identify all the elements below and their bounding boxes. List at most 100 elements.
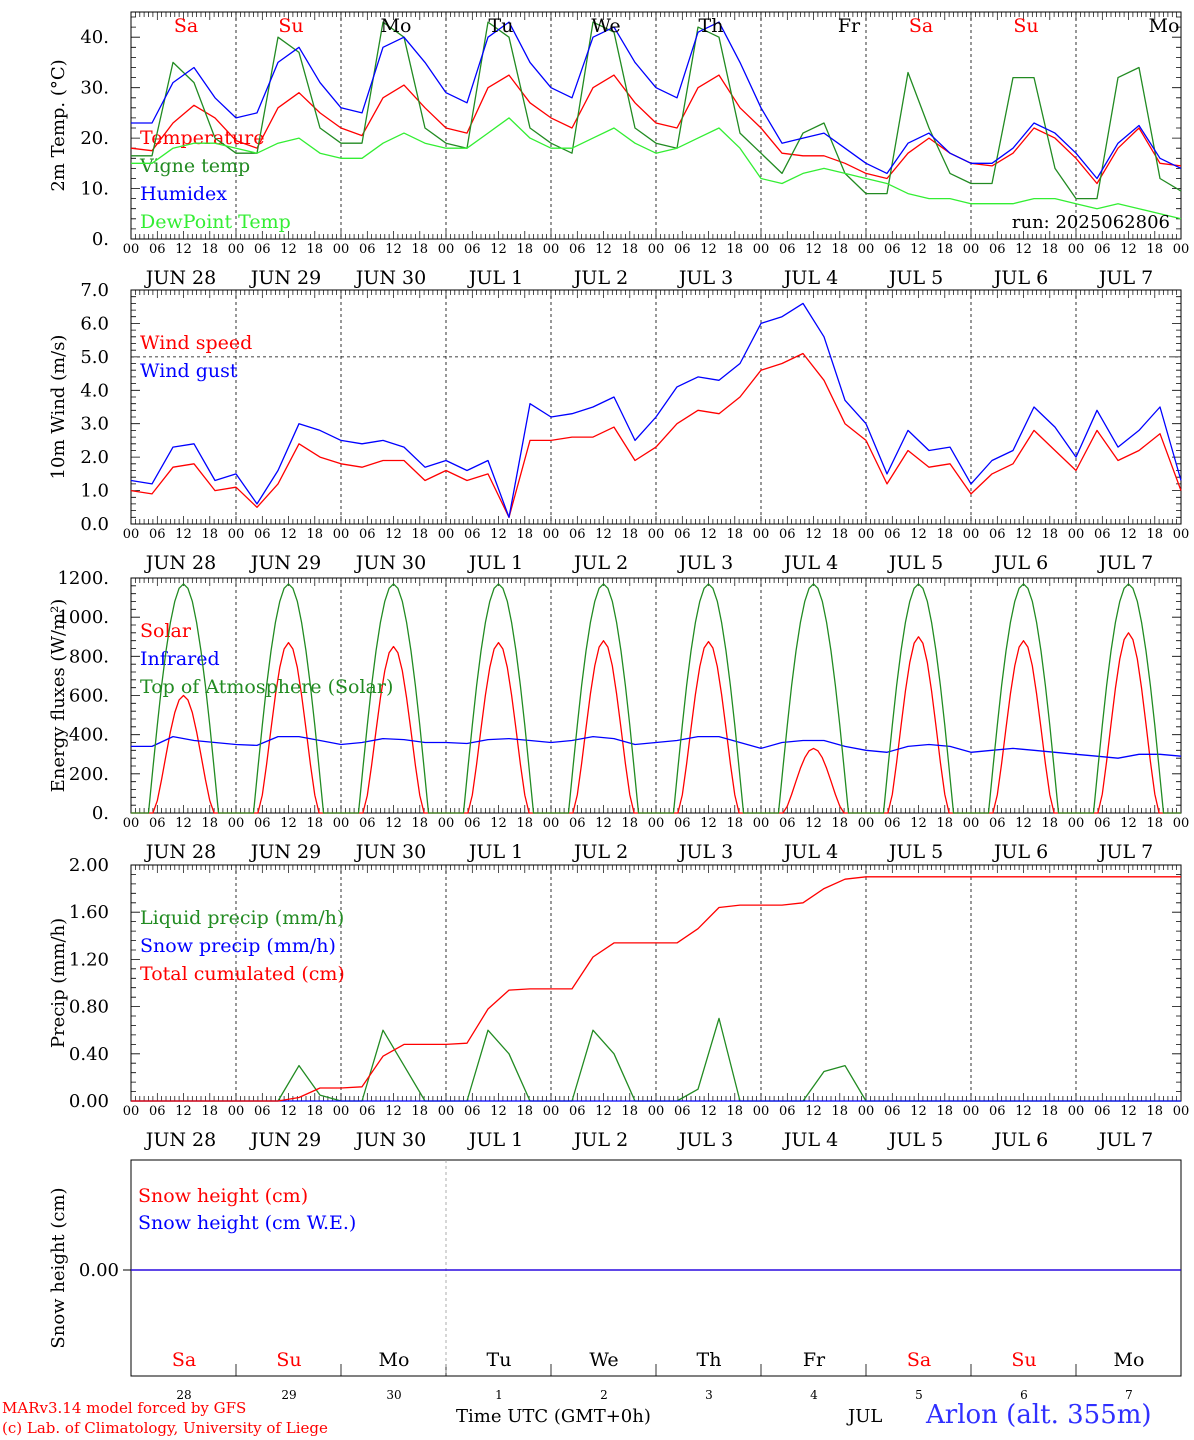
legend-temperature: Temperature — [140, 127, 264, 149]
y-tick-label: 0. — [92, 229, 109, 250]
weekday-label: Mo — [1114, 1349, 1145, 1371]
y-tick-label: 800. — [69, 646, 109, 667]
weekday-label: We — [591, 15, 620, 37]
hour-tick-label: 00 — [858, 527, 875, 542]
hour-tick-label: 00 — [1173, 816, 1190, 831]
hour-tick-label: 06 — [464, 527, 481, 542]
date-label: JUL 6 — [992, 267, 1048, 289]
y-tick-label: 0.00 — [79, 1260, 119, 1281]
panel-3: 0. 200. 400. 600. 800. 1000. 1200. Energy fluxe… — [48, 568, 1189, 863]
hour-tick-label: 06 — [1094, 1104, 1111, 1119]
hour-tick-label: 00 — [123, 1104, 140, 1119]
day-number-label: 2 — [600, 1388, 608, 1402]
date-label: JUN 30 — [354, 841, 426, 863]
date-label: JUN 29 — [249, 1129, 321, 1151]
hour-tick-label: 00 — [228, 242, 245, 257]
hour-tick-label: 12 — [595, 527, 612, 542]
hour-tick-label: 12 — [490, 242, 507, 257]
hour-tick-label: 06 — [779, 527, 796, 542]
legend-vigne-temp: Vigne temp — [139, 155, 250, 177]
legend-total-cumulated-cm: Total cumulated (cm) — [140, 963, 345, 985]
date-label: JUN 29 — [249, 267, 321, 289]
legend-wind-speed: Wind speed — [140, 332, 252, 354]
y-tick-label: 200. — [69, 764, 109, 785]
hour-tick-label: 06 — [884, 242, 901, 257]
hour-tick-label: 00 — [753, 816, 770, 831]
date-label: JUL 4 — [782, 841, 838, 863]
y-tick-label: 600. — [69, 686, 109, 707]
hour-tick-label: 12 — [385, 816, 402, 831]
y-tick-label: 2.00 — [69, 855, 109, 876]
hour-tick-label: 12 — [175, 242, 192, 257]
date-label: JUL 5 — [887, 267, 943, 289]
weekday-label: Su — [1013, 15, 1038, 37]
hour-tick-label: 12 — [805, 816, 822, 831]
weekday-label: We — [589, 1349, 618, 1371]
hour-tick-label: 00 — [858, 1104, 875, 1119]
hour-tick-label: 06 — [674, 242, 691, 257]
station-name: Arlon (alt. 355m) — [926, 1400, 1152, 1430]
hour-tick-label: 12 — [910, 816, 927, 831]
hour-tick-label: 12 — [175, 527, 192, 542]
hour-tick-label: 00 — [1173, 242, 1190, 257]
hour-tick-label: 00 — [648, 242, 665, 257]
date-label: JUN 30 — [354, 552, 426, 574]
hour-tick-label: 00 — [438, 1104, 455, 1119]
hour-tick-label: 06 — [1094, 242, 1111, 257]
hour-tick-label: 00 — [228, 816, 245, 831]
date-label: JUN 29 — [249, 552, 321, 574]
hour-tick-label: 12 — [700, 527, 717, 542]
hour-tick-label: 06 — [359, 816, 376, 831]
hour-tick-label: 06 — [989, 816, 1006, 831]
legend-solar: Solar — [140, 620, 192, 642]
hour-tick-label: 12 — [1015, 816, 1032, 831]
weekday-label: Sa — [909, 15, 933, 37]
hour-tick-label: 18 — [201, 816, 218, 831]
panel-1: 0. 10. 20. 30. 40. 2m Temp. (°C) Temperature Vi… — [48, 11, 1190, 289]
hour-tick-label: 12 — [1120, 1104, 1137, 1119]
hour-tick-label: 18 — [621, 816, 638, 831]
hour-tick-label: 12 — [490, 527, 507, 542]
hour-tick-label: 06 — [359, 242, 376, 257]
hour-tick-label: 00 — [438, 816, 455, 831]
hour-tick-label: 12 — [385, 1104, 402, 1119]
hour-tick-label: 00 — [228, 1104, 245, 1119]
hour-tick-label: 12 — [700, 1104, 717, 1119]
hour-tick-label: 00 — [858, 816, 875, 831]
hour-tick-label: 18 — [1146, 816, 1163, 831]
hour-tick-label: 06 — [464, 242, 481, 257]
hour-tick-label: 12 — [595, 816, 612, 831]
day-number-label: 4 — [810, 1388, 818, 1402]
hour-tick-label: 12 — [700, 816, 717, 831]
hour-tick-label: 18 — [936, 1104, 953, 1119]
hour-tick-label: 18 — [1041, 527, 1058, 542]
hour-tick-label: 12 — [280, 527, 297, 542]
hour-tick-label: 12 — [1120, 816, 1137, 831]
date-label: JUL 2 — [572, 552, 628, 574]
date-label: JUL 6 — [992, 1129, 1048, 1151]
y-tick-label: 10. — [80, 179, 109, 200]
panel-5: 0.00 Snow height (cm) Snow height (cm) Snow… — [48, 1159, 1182, 1402]
date-label: JUL 7 — [1097, 552, 1153, 574]
x-ticks — [130, 290, 1182, 524]
hour-tick-label: 18 — [831, 816, 848, 831]
hour-tick-label: 12 — [280, 816, 297, 831]
hour-tick-label: 06 — [569, 816, 586, 831]
hour-tick-label: 00 — [123, 816, 140, 831]
hour-tick-label: 18 — [411, 816, 428, 831]
date-label: JUL 5 — [887, 841, 943, 863]
weekday-label: Th — [697, 1349, 722, 1371]
day-number-label: 7 — [1125, 1388, 1133, 1402]
y-tick-label: 0.0 — [80, 514, 109, 535]
y-tick-label: 5.0 — [80, 347, 109, 368]
hour-tick-label: 00 — [1068, 1104, 1085, 1119]
hour-tick-label: 18 — [1041, 1104, 1058, 1119]
hour-tick-label: 06 — [989, 242, 1006, 257]
hour-tick-label: 18 — [936, 242, 953, 257]
date-label: JUN 28 — [144, 267, 216, 289]
hour-tick-label: 12 — [280, 1104, 297, 1119]
hour-tick-label: 06 — [674, 1104, 691, 1119]
hour-tick-label: 06 — [884, 816, 901, 831]
hour-tick-label: 12 — [805, 242, 822, 257]
